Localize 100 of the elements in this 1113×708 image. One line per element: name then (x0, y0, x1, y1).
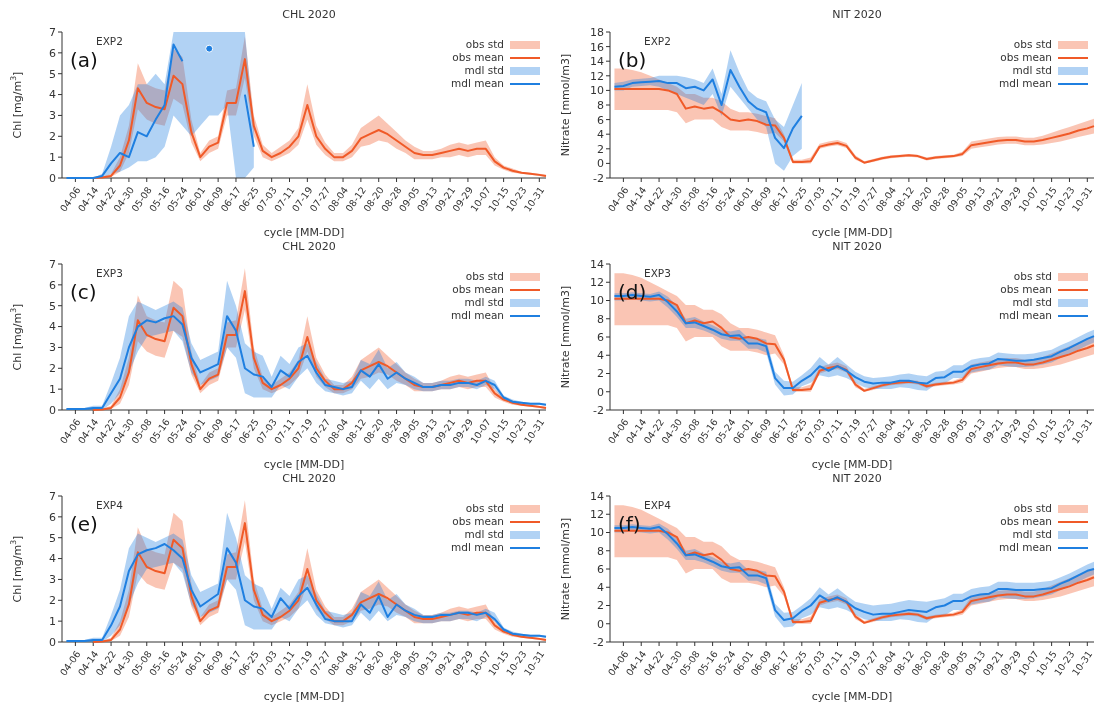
y-tick-label: 12 (590, 508, 604, 522)
legend-label: mdl mean (999, 309, 1052, 322)
annotation: mdl std (1012, 296, 1052, 309)
y-tick-label: 10 (590, 84, 604, 98)
annotation: (a) (70, 48, 98, 72)
y-tick-label: 3 (49, 573, 56, 587)
y-tick-label: 1 (49, 615, 56, 629)
y-tick-label: 14 (590, 257, 604, 271)
y-tick-label: 2 (597, 142, 604, 156)
y-tick-label: 0 (597, 157, 604, 171)
y-tick-label: 4 (49, 552, 56, 566)
legend-label: mdl mean (451, 541, 504, 554)
legend-label: obs mean (1000, 515, 1052, 528)
y-tick-label: 10 (590, 294, 604, 308)
y-tick-label: 12 (590, 69, 604, 83)
legend-label: mdl mean (451, 309, 504, 322)
chart-title: CHL 2020 (281, 240, 337, 255)
x-axis-title: cycle [MM-DD] (263, 690, 345, 703)
y-tick-label: 16 (590, 40, 604, 54)
y-tick-label: 0 (49, 171, 56, 185)
annotation: EXP4 (96, 499, 123, 511)
y-tick-label: 6 (597, 562, 604, 576)
line-series (613, 87, 1095, 164)
y-tick-label: 10 (590, 526, 604, 540)
y-tick-label: 8 (597, 312, 604, 326)
y-tick-label: 2 (49, 594, 56, 608)
y-tick-label: 0 (49, 635, 56, 649)
y-axis-title: Nitrate [mmol/m3] (559, 285, 572, 389)
y-tick-label: 7 (49, 25, 56, 39)
annotation: (c) (70, 280, 97, 304)
y-tick-label: 4 (597, 581, 604, 595)
y-tick-label: 7 (49, 257, 56, 271)
y-tick-label: 5 (49, 531, 56, 545)
annotation: mdl std (464, 64, 504, 77)
y-tick-label: 3 (49, 109, 56, 123)
y-tick-label: -2 (593, 171, 604, 185)
y-tick-label: 14 (590, 55, 604, 69)
y-tick-label: 2 (597, 599, 604, 613)
legend-label: mdl mean (999, 541, 1052, 554)
y-axis-title: Nitrate [mmol/m3] (559, 517, 572, 621)
y-tick-label: 0 (49, 403, 56, 417)
chart-title: CHL 2020 (281, 472, 337, 487)
y-tick-label: 6 (597, 113, 604, 127)
annotation: (e) (70, 512, 98, 536)
annotation: EXP2 (644, 35, 671, 47)
chart-title: NIT 2020 (831, 240, 883, 255)
legend-label: obs mean (452, 283, 504, 296)
y-tick-label: 1 (49, 383, 56, 397)
chart-title: NIT 2020 (831, 472, 883, 487)
annotation: mdl std (1012, 64, 1052, 77)
legend-label: obs mean (452, 51, 504, 64)
y-tick-label: 4 (49, 88, 56, 102)
legend-label: mdl mean (451, 77, 504, 90)
y-tick-label: 8 (597, 98, 604, 112)
y-tick-label: 12 (590, 276, 604, 290)
annotation: mdl std (464, 296, 504, 309)
y-tick-label: 0 (597, 385, 604, 399)
x-axis-title: cycle [MM-DD] (263, 226, 345, 239)
x-axis-title: cycle [MM-DD] (811, 226, 893, 239)
legend-label: obs mean (452, 515, 504, 528)
annotation: EXP4 (644, 499, 671, 511)
annotation: EXP3 (644, 267, 671, 279)
y-tick-label: 0 (597, 617, 604, 631)
chart-title: CHL 2020 (281, 8, 337, 23)
chart-title: NIT 2020 (831, 8, 883, 23)
x-axis-title: cycle [MM-DD] (811, 458, 893, 471)
annotation: EXP3 (96, 267, 123, 279)
y-tick-label: 5 (49, 299, 56, 313)
y-tick-label: 1 (49, 151, 56, 165)
y-tick-label: 18 (590, 25, 604, 39)
y-tick-label: -2 (593, 403, 604, 417)
legend-label: obs mean (1000, 283, 1052, 296)
annotation: mdl std (1012, 528, 1052, 541)
annotation: obs std (465, 270, 504, 283)
y-tick-label: 6 (49, 46, 56, 60)
annotation: obs std (1013, 502, 1052, 515)
y-tick-label: 4 (597, 128, 604, 142)
annotation: EXP2 (96, 35, 123, 47)
y-tick-label: 6 (597, 330, 604, 344)
x-axis-title: cycle [MM-DD] (811, 690, 893, 703)
annotation: obs std (1013, 38, 1052, 51)
y-tick-label: 6 (49, 278, 56, 292)
y-tick-label: 7 (49, 489, 56, 503)
line-series (613, 68, 803, 150)
annotation: mdl std (464, 528, 504, 541)
y-tick-label: 2 (597, 367, 604, 381)
annotation: (b) (618, 48, 647, 72)
legend-label: obs mean (1000, 51, 1052, 64)
annotation: obs std (1013, 270, 1052, 283)
y-tick-label: -2 (593, 635, 604, 649)
y-tick-label: 8 (597, 544, 604, 558)
y-tick-label: 3 (49, 341, 56, 355)
x-axis-title: cycle [MM-DD] (263, 458, 345, 471)
y-tick-label: 14 (590, 489, 604, 503)
line-series (65, 542, 547, 642)
y-tick-label: 4 (597, 349, 604, 363)
y-tick-label: 2 (49, 130, 56, 144)
y-tick-label: 2 (49, 362, 56, 376)
y-tick-label: 6 (49, 510, 56, 524)
annotation: obs std (465, 502, 504, 515)
